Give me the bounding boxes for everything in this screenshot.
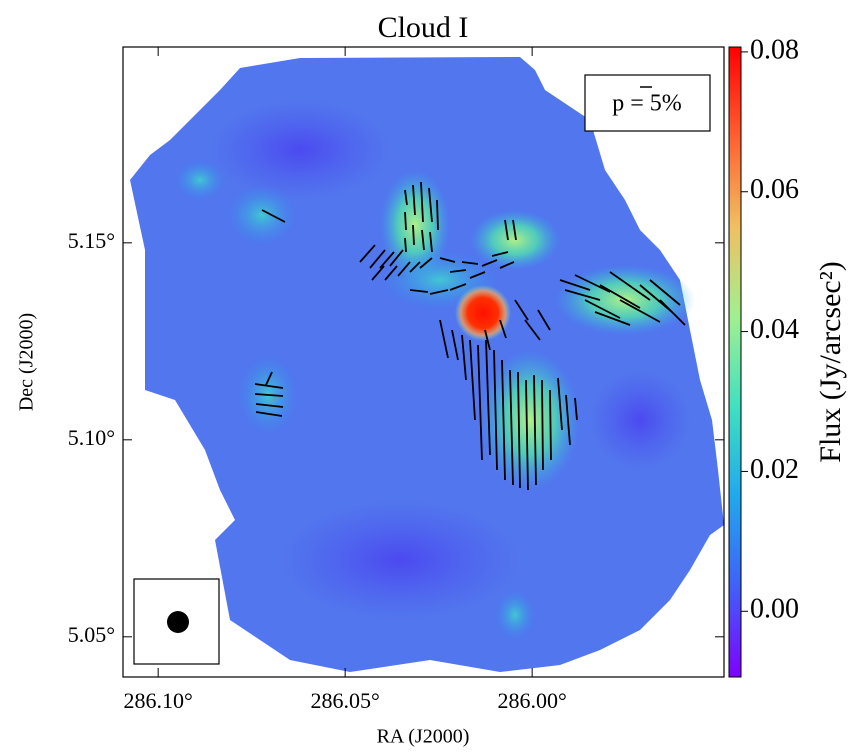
x-axis-label: RA (J2000) xyxy=(377,726,470,748)
colorbar-tick-label: 0.04 xyxy=(750,314,799,345)
emission xyxy=(210,100,390,200)
x-tick-label: 286.05° xyxy=(310,688,379,713)
y-axis-label: Dec (J2000) xyxy=(16,313,38,411)
colorbar-label: Flux (Jy/arcsec²) xyxy=(814,261,847,462)
plot-frame xyxy=(122,46,725,678)
emission xyxy=(590,370,690,470)
emission xyxy=(280,500,520,620)
emission xyxy=(495,590,535,640)
colorbar-tick-label: 0.06 xyxy=(750,174,799,205)
flux-map xyxy=(130,57,724,672)
y-tick-label: 5.10° xyxy=(68,425,115,450)
colorbar xyxy=(728,46,742,678)
y-tick-label: 5.15° xyxy=(68,228,115,253)
chart-title: Cloud I xyxy=(378,11,469,44)
beam-box xyxy=(133,578,220,665)
colorbar-tick-label: 0.02 xyxy=(750,454,799,485)
colorbar-tick-label: 0.08 xyxy=(750,34,799,65)
x-tick-label: 286.10° xyxy=(123,688,192,713)
legend-text: p = 5% xyxy=(612,91,682,117)
beam xyxy=(167,611,189,633)
emission xyxy=(455,285,511,341)
y-tick-label: 5.05° xyxy=(68,622,115,647)
emission xyxy=(227,185,297,245)
colorbar-tick-label: 0.00 xyxy=(750,594,799,625)
legend-box xyxy=(584,74,711,132)
polarization-vectors xyxy=(254,181,686,491)
x-tick-label: 286.00° xyxy=(497,688,566,713)
emission xyxy=(175,160,225,200)
